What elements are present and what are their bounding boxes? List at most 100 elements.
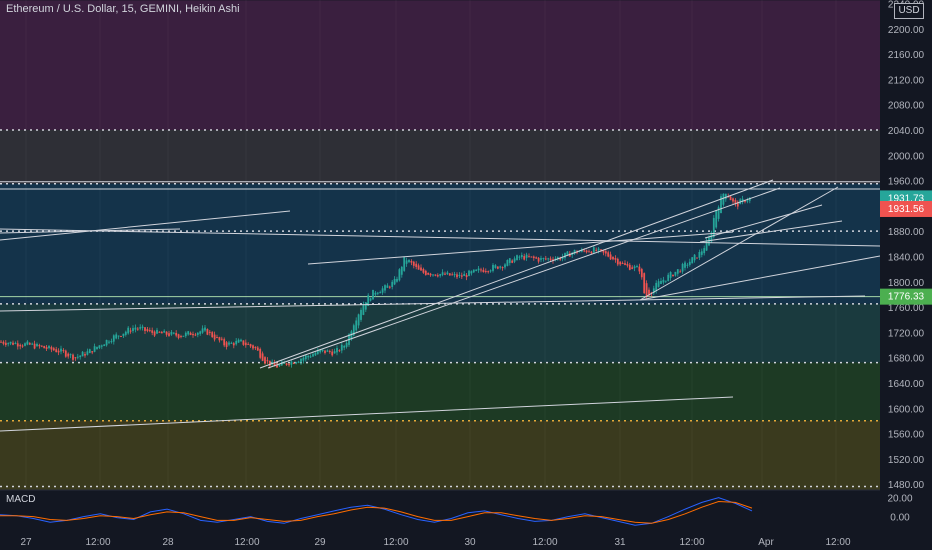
candle[interactable] bbox=[158, 331, 161, 333]
candle[interactable] bbox=[120, 335, 122, 337]
candle[interactable] bbox=[703, 248, 706, 254]
candle[interactable] bbox=[530, 256, 533, 258]
candle[interactable] bbox=[124, 331, 127, 335]
candle[interactable] bbox=[405, 260, 408, 264]
candle[interactable] bbox=[129, 330, 132, 332]
candle[interactable] bbox=[403, 256, 406, 271]
candle[interactable] bbox=[312, 354, 314, 357]
candle[interactable] bbox=[328, 351, 331, 353]
candle[interactable] bbox=[396, 278, 398, 282]
candle[interactable] bbox=[256, 347, 259, 351]
candle[interactable] bbox=[549, 258, 552, 260]
candle[interactable] bbox=[276, 364, 278, 368]
candle[interactable] bbox=[285, 363, 288, 365]
candle[interactable] bbox=[429, 273, 432, 276]
candle[interactable] bbox=[475, 269, 478, 271]
candle[interactable] bbox=[547, 258, 550, 260]
candle[interactable] bbox=[141, 326, 144, 328]
candle[interactable] bbox=[199, 331, 202, 334]
candle[interactable] bbox=[372, 289, 374, 300]
candle[interactable] bbox=[676, 269, 679, 274]
candle[interactable] bbox=[36, 343, 38, 347]
candle[interactable] bbox=[420, 267, 422, 271]
candle[interactable] bbox=[465, 275, 468, 278]
candle[interactable] bbox=[444, 273, 446, 275]
candle[interactable] bbox=[525, 254, 528, 258]
candle[interactable] bbox=[302, 357, 305, 361]
candle[interactable] bbox=[292, 363, 295, 365]
candle[interactable] bbox=[468, 270, 470, 277]
candle[interactable] bbox=[350, 331, 353, 340]
chart-title[interactable]: Ethereum / U.S. Dollar, 15, GEMINI, Heik… bbox=[6, 3, 240, 15]
candle[interactable] bbox=[64, 350, 67, 357]
candle[interactable] bbox=[14, 342, 17, 344]
candle[interactable] bbox=[511, 260, 514, 263]
candle[interactable] bbox=[110, 341, 113, 343]
candle[interactable] bbox=[492, 264, 494, 271]
candle[interactable] bbox=[364, 302, 367, 310]
candle[interactable] bbox=[345, 342, 348, 347]
candle[interactable] bbox=[400, 266, 403, 275]
candle[interactable] bbox=[55, 349, 58, 353]
candle[interactable] bbox=[4, 342, 7, 346]
candle[interactable] bbox=[127, 327, 130, 334]
candle[interactable] bbox=[208, 331, 211, 333]
candle[interactable] bbox=[21, 345, 24, 347]
trend-line[interactable] bbox=[639, 255, 881, 301]
candle[interactable] bbox=[72, 354, 74, 360]
candle[interactable] bbox=[254, 346, 257, 349]
candle[interactable] bbox=[79, 355, 82, 358]
candle[interactable] bbox=[446, 272, 449, 275]
candle[interactable] bbox=[643, 273, 646, 294]
candle[interactable] bbox=[552, 259, 554, 261]
candle[interactable] bbox=[355, 320, 358, 331]
candle[interactable] bbox=[316, 350, 319, 355]
candle[interactable] bbox=[196, 332, 199, 335]
candle[interactable] bbox=[340, 344, 343, 351]
candle[interactable] bbox=[112, 335, 115, 342]
candle[interactable] bbox=[96, 346, 98, 350]
candle[interactable] bbox=[669, 272, 672, 278]
candle[interactable] bbox=[7, 343, 10, 345]
candle[interactable] bbox=[31, 343, 34, 345]
candle[interactable] bbox=[583, 250, 586, 252]
candle[interactable] bbox=[180, 336, 182, 338]
candle[interactable] bbox=[564, 252, 566, 258]
candle[interactable] bbox=[360, 309, 362, 320]
candle[interactable] bbox=[69, 354, 72, 356]
candle[interactable] bbox=[528, 256, 530, 258]
candle[interactable] bbox=[698, 252, 701, 258]
candle[interactable] bbox=[343, 346, 346, 348]
candle[interactable] bbox=[300, 358, 302, 363]
candle[interactable] bbox=[333, 351, 336, 354]
candle[interactable] bbox=[573, 249, 576, 254]
candle[interactable] bbox=[237, 339, 240, 343]
candle[interactable] bbox=[513, 258, 516, 262]
candle[interactable] bbox=[374, 292, 377, 295]
candle[interactable] bbox=[228, 342, 230, 345]
currency-button[interactable]: USD bbox=[894, 3, 924, 19]
candle[interactable] bbox=[480, 269, 482, 271]
candle[interactable] bbox=[568, 253, 571, 257]
candle[interactable] bbox=[146, 329, 149, 332]
candle[interactable] bbox=[576, 251, 578, 253]
candle[interactable] bbox=[324, 350, 326, 354]
candle[interactable] bbox=[153, 331, 156, 336]
candle[interactable] bbox=[91, 351, 94, 353]
candle[interactable] bbox=[266, 360, 269, 362]
candle[interactable] bbox=[640, 269, 643, 278]
candle[interactable] bbox=[93, 346, 96, 352]
candle[interactable] bbox=[235, 340, 238, 345]
candle[interactable] bbox=[672, 274, 674, 277]
candle[interactable] bbox=[398, 269, 401, 281]
candle[interactable] bbox=[160, 331, 163, 334]
candle[interactable] bbox=[76, 356, 79, 358]
candle[interactable] bbox=[115, 334, 118, 339]
candle[interactable] bbox=[734, 199, 737, 204]
candle[interactable] bbox=[724, 193, 727, 200]
candle[interactable] bbox=[24, 343, 26, 346]
candle[interactable] bbox=[652, 288, 655, 294]
candle[interactable] bbox=[74, 357, 77, 359]
candle[interactable] bbox=[230, 342, 233, 344]
candle[interactable] bbox=[192, 333, 194, 336]
